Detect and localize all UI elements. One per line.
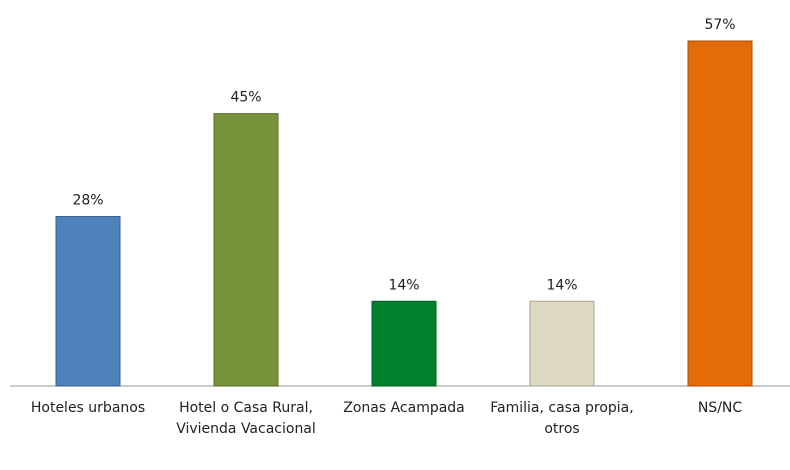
- bar: [213, 113, 279, 387]
- value-label: 14%: [388, 277, 419, 293]
- x-tick-label: Hoteles urbanos: [30, 400, 146, 416]
- value-label: 57%: [704, 17, 735, 33]
- value-label: 28%: [72, 193, 103, 209]
- value-label: 45%: [230, 90, 261, 106]
- bar: [687, 40, 753, 387]
- x-tick-label: Zonas Acampada: [343, 400, 465, 416]
- bar: [529, 300, 595, 387]
- x-tick-label: Hotel o Casa Rural, Vivienda Vacacional: [176, 400, 316, 437]
- bar: [55, 216, 121, 387]
- x-tick-label: Familia, casa propia, otros: [490, 400, 634, 437]
- value-label: 14%: [546, 277, 577, 293]
- x-tick-label: NS/NC: [697, 400, 743, 416]
- bar: [371, 300, 437, 387]
